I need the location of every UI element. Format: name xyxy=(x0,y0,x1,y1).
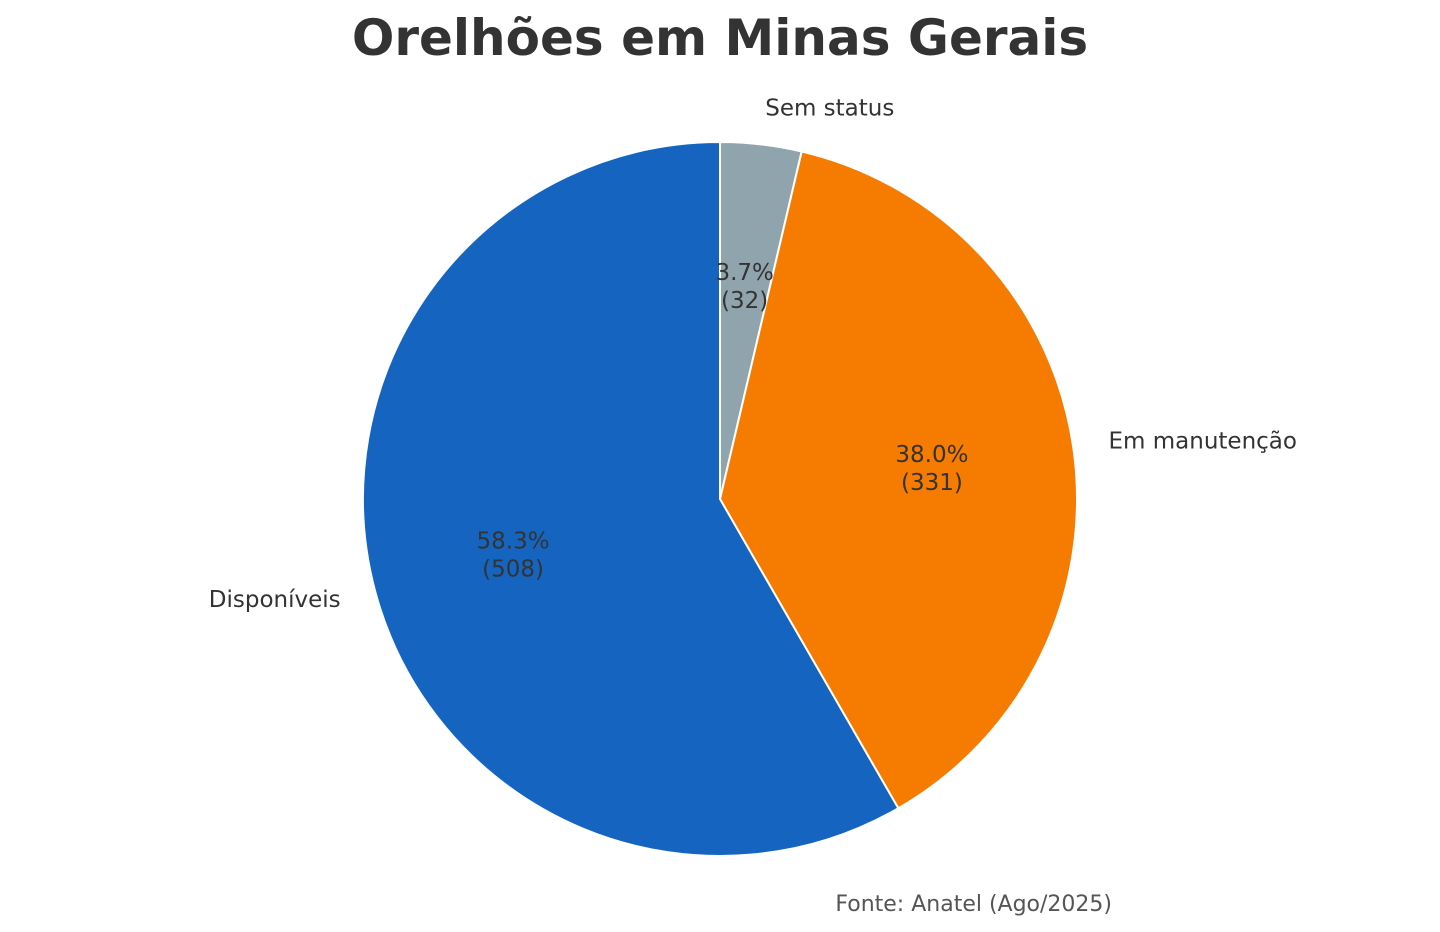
slice-percent-em-manutencao: 38.0% xyxy=(895,442,968,468)
slice-label-disponiveis: Disponíveis xyxy=(209,587,341,613)
source-note: Fonte: Anatel (Ago/2025) xyxy=(835,892,1112,917)
slices-layer xyxy=(361,140,1078,857)
slice-count-disponiveis: (508) xyxy=(482,556,544,582)
slice-label-em-manutencao: Em manutenção xyxy=(1109,428,1297,454)
slice-percent-sem-status: 3.7% xyxy=(715,260,773,286)
pie-slice-em-manutencao xyxy=(718,150,1078,810)
slice-percent-disponiveis: 58.3% xyxy=(477,528,550,554)
slice-count-sem-status: (32) xyxy=(721,288,768,314)
slice-label-sem-status: Sem status xyxy=(765,95,894,121)
pie-slice-disponiveis xyxy=(361,140,900,857)
slice-count-em-manutencao: (331) xyxy=(901,470,963,496)
chart-title: Orelhões em Minas Gerais xyxy=(352,9,1088,67)
labels-layer: Sem status 3.7%(32) Em manutenção 38.0%(331… xyxy=(209,95,1297,613)
